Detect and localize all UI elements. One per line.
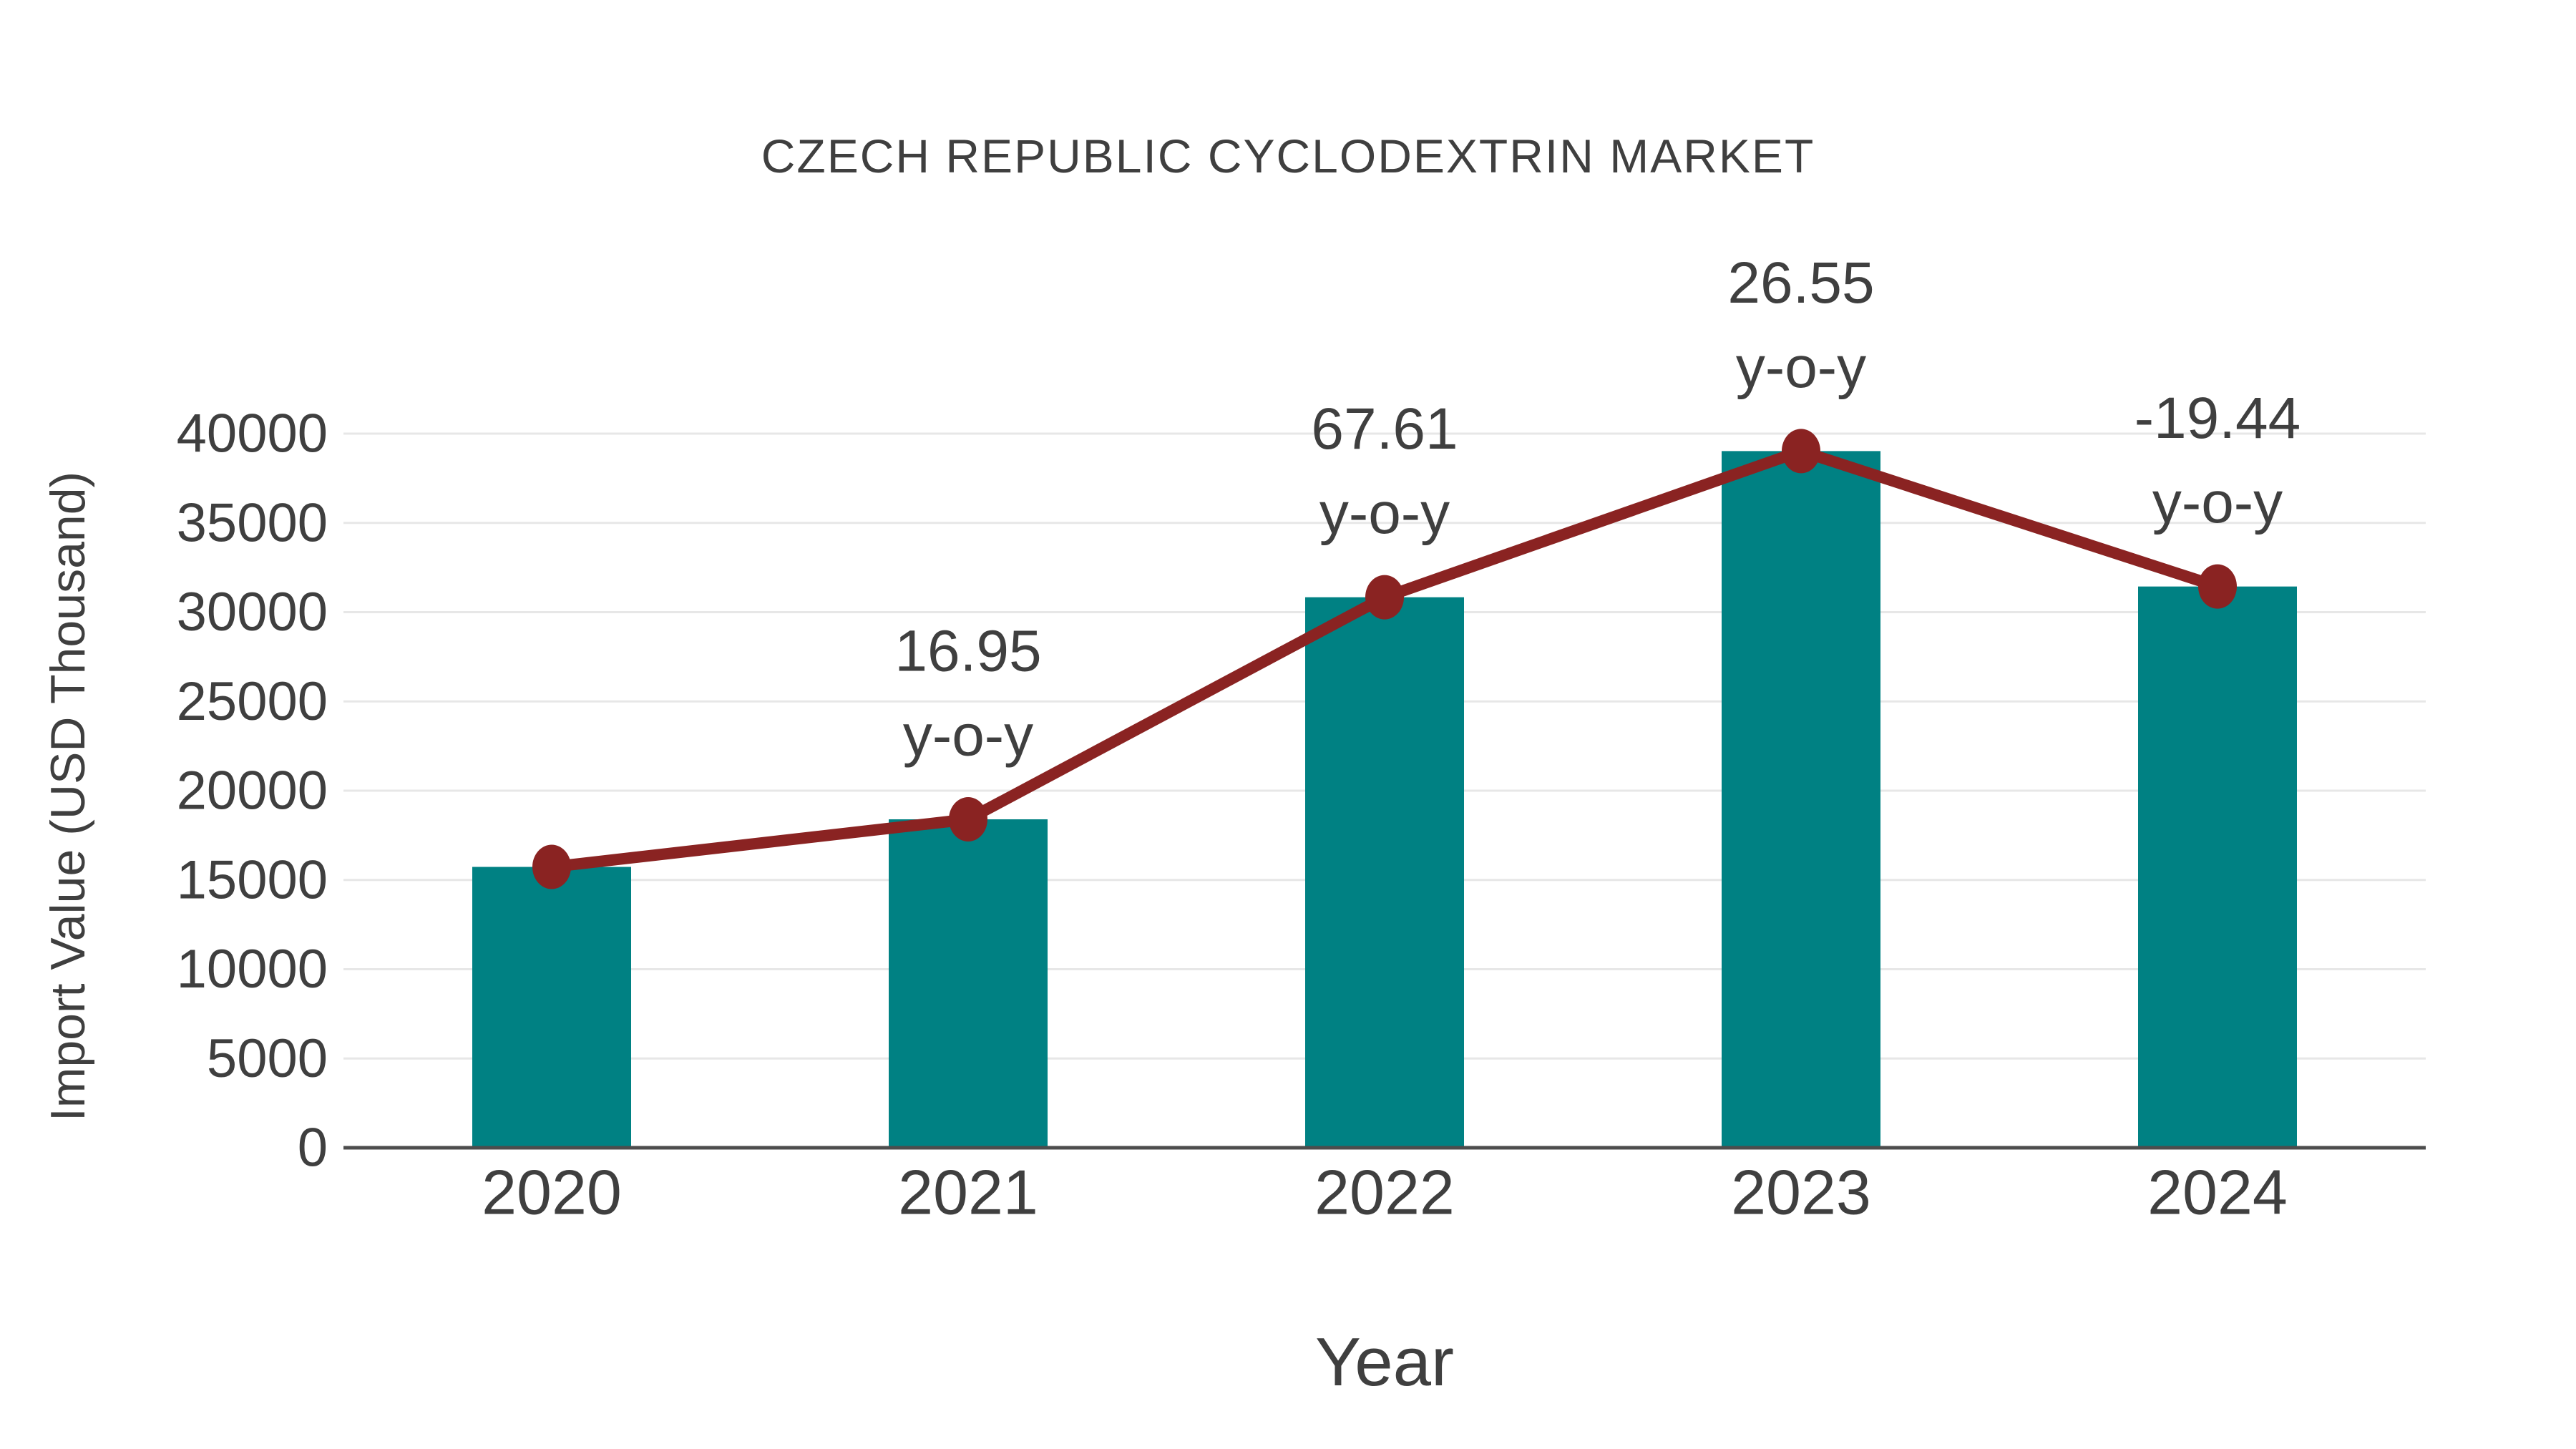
annotation-value-2021: 16.95 xyxy=(894,618,1041,683)
y-tick-40000: 40000 xyxy=(177,404,328,464)
chart-title: CZECH REPUBLIC CYCLODEXTRIN MARKET xyxy=(761,130,1815,182)
bar-2020 xyxy=(472,867,631,1149)
marker-2021 xyxy=(949,796,987,841)
bar-2024 xyxy=(2138,586,2297,1149)
x-tick-2021: 2021 xyxy=(898,1157,1038,1228)
x-axis-title: Year xyxy=(1315,1324,1454,1400)
bar-2022 xyxy=(1305,597,1464,1149)
x-tick-2023: 2023 xyxy=(1731,1157,1871,1228)
y-axis-title: Import Value (USD Thousand) xyxy=(41,471,95,1122)
annotation-suffix-2022: y-o-y xyxy=(1319,481,1450,546)
y-tick-5000: 5000 xyxy=(207,1028,328,1089)
y-tick-25000: 25000 xyxy=(177,671,328,732)
marker-2020 xyxy=(532,844,571,889)
x-tick-2024: 2024 xyxy=(2147,1157,2288,1228)
y-tick-20000: 20000 xyxy=(177,761,328,821)
y-tick-0: 0 xyxy=(298,1118,328,1179)
bar-2023 xyxy=(1722,451,1880,1149)
marker-2024 xyxy=(2198,564,2237,609)
annotation-value-2023: 26.55 xyxy=(1727,250,1874,316)
y-tick-15000: 15000 xyxy=(177,849,328,910)
annotation-suffix-2023: y-o-y xyxy=(1736,335,1866,400)
annotation-value-2024: -19.44 xyxy=(2135,386,2301,451)
x-tick-2020: 2020 xyxy=(482,1157,622,1228)
marker-2023 xyxy=(1782,429,1820,474)
bar-2021 xyxy=(889,819,1048,1149)
x-tick-2022: 2022 xyxy=(1314,1157,1455,1228)
y-tick-35000: 35000 xyxy=(177,492,328,553)
y-tick-30000: 30000 xyxy=(177,582,328,643)
y-tick-10000: 10000 xyxy=(177,939,328,1000)
annotation-suffix-2021: y-o-y xyxy=(903,703,1033,768)
annotation-value-2022: 67.61 xyxy=(1311,396,1458,462)
annotation-suffix-2024: y-o-y xyxy=(2152,470,2283,535)
marker-2022 xyxy=(1365,575,1404,620)
